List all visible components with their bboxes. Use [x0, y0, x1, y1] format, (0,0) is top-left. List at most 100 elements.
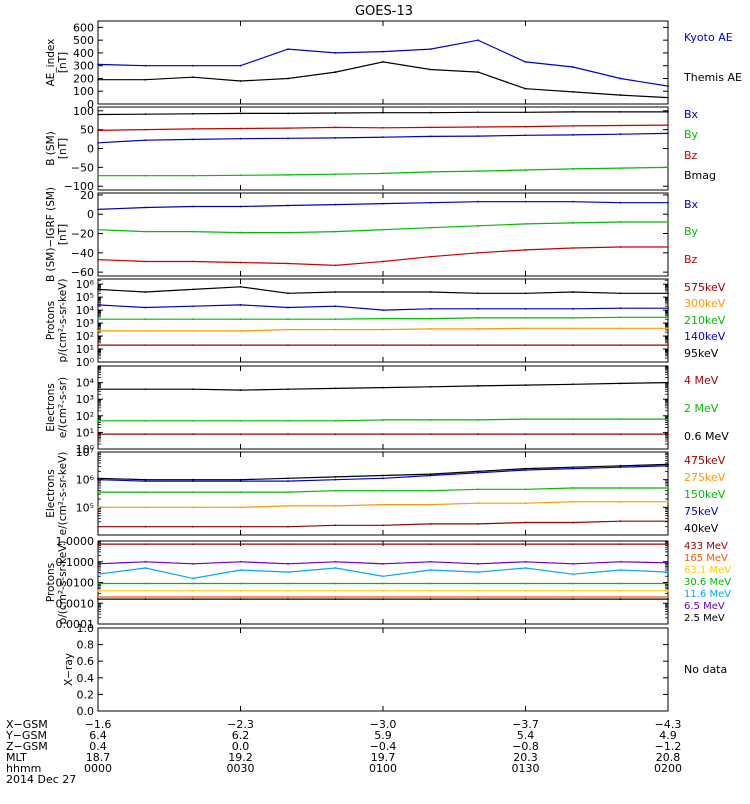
data-point — [572, 596, 574, 598]
x-info-value: 19.2 — [228, 751, 253, 764]
data-point — [239, 64, 242, 67]
data-point — [334, 264, 337, 267]
legend-label: 2.5 MeV — [684, 613, 725, 624]
data-point — [667, 500, 669, 503]
data-point — [477, 224, 479, 227]
x-info-value: 6.2 — [232, 729, 250, 742]
y-tick-label: 20 — [80, 189, 94, 202]
data-point — [667, 418, 669, 421]
data-point — [429, 201, 432, 204]
data-point — [287, 505, 289, 507]
panel-frame — [97, 365, 669, 450]
data-point — [524, 222, 527, 225]
data-point — [619, 94, 622, 96]
data-point — [239, 569, 242, 571]
data-point — [334, 476, 337, 478]
data-point — [239, 329, 242, 332]
series-line — [97, 39, 669, 87]
legend-label: 40keV — [684, 522, 719, 535]
legend-label: Bx — [684, 198, 699, 211]
data-point — [524, 249, 527, 251]
data-point — [477, 292, 479, 295]
data-point — [429, 523, 432, 525]
data-point — [239, 560, 242, 563]
data-point — [97, 419, 99, 422]
data-point — [239, 478, 242, 481]
data-point — [239, 285, 242, 288]
data-point — [619, 466, 622, 469]
data-point — [334, 71, 337, 73]
data-point — [334, 387, 337, 390]
y-tick-label: −40 — [71, 247, 94, 260]
data-point — [667, 85, 669, 88]
y-tick-label: 100 — [73, 85, 94, 98]
legend-label: 475keV — [684, 454, 726, 467]
y-tick-label: 100 — [73, 105, 94, 118]
y-tick-label: 0.8 — [77, 639, 95, 652]
data-point — [619, 569, 622, 571]
data-point — [334, 560, 337, 563]
data-point — [619, 111, 622, 113]
y-axis-label: e/(cm²-s-sr) — [57, 377, 69, 438]
data-point — [192, 205, 194, 208]
x-info-value: −0.4 — [370, 740, 397, 753]
y-axis-label: Protons — [45, 563, 57, 602]
y-tick-label: 10⁶ — [76, 474, 95, 487]
data-point — [239, 344, 242, 347]
data-point — [97, 491, 99, 494]
data-point — [287, 127, 289, 130]
data-point — [192, 562, 194, 565]
data-point — [334, 328, 337, 331]
x-info-value: 4.9 — [659, 729, 677, 742]
data-point — [524, 134, 527, 137]
data-point — [239, 419, 242, 422]
legend-label: 63.1 MeV — [684, 565, 731, 576]
legend-label: 140keV — [684, 330, 726, 343]
data-point — [192, 419, 194, 422]
data-point — [619, 292, 622, 295]
legend-label: 6.5 MeV — [684, 601, 725, 612]
data-point — [382, 503, 384, 506]
data-point — [382, 477, 384, 480]
data-point — [619, 500, 622, 503]
data-point — [239, 525, 242, 528]
data-point — [97, 129, 99, 132]
data-point — [382, 474, 384, 477]
data-point — [382, 524, 384, 527]
data-point — [97, 258, 99, 261]
data-point — [287, 596, 289, 598]
legend-label: Bz — [684, 149, 698, 162]
data-point — [239, 582, 242, 585]
panel-bsm: −100 −50 0 50 100 B (SM) [nT] Bx By Bz Bmag — [45, 105, 716, 193]
data-point — [477, 126, 479, 128]
data-point — [334, 112, 337, 114]
data-point — [429, 474, 432, 477]
data-point — [97, 506, 99, 509]
y-tick-label: 10³ — [76, 317, 94, 330]
data-point — [524, 125, 527, 128]
data-point — [619, 487, 622, 489]
data-point — [429, 170, 432, 173]
y-tick-label: 0 — [87, 143, 94, 156]
data-point — [382, 50, 384, 53]
data-point — [619, 77, 622, 80]
data-point — [144, 480, 147, 482]
x-info-value: −1.2 — [655, 740, 682, 753]
data-point — [144, 318, 147, 321]
y-tick-label: 10⁶ — [76, 278, 95, 291]
panel-bigrf: −60 −40 −20 0 20 B (SM)−IGRF (SM) [nT] Bx By Bz — [45, 187, 699, 282]
data-point — [287, 112, 289, 115]
data-point — [524, 169, 527, 171]
legend-label: 165 MeV — [684, 553, 728, 564]
data-point — [429, 317, 432, 320]
x-info-row-label: X−GSM — [6, 718, 48, 731]
data-point — [192, 598, 194, 600]
data-point — [287, 174, 289, 176]
x-info-value: −1.6 — [85, 718, 112, 731]
y-axis-label: Electrons — [45, 469, 57, 518]
data-point — [287, 598, 289, 600]
data-point — [429, 596, 432, 598]
data-point — [287, 388, 289, 391]
y-tick-label: 10⁰ — [76, 443, 95, 456]
